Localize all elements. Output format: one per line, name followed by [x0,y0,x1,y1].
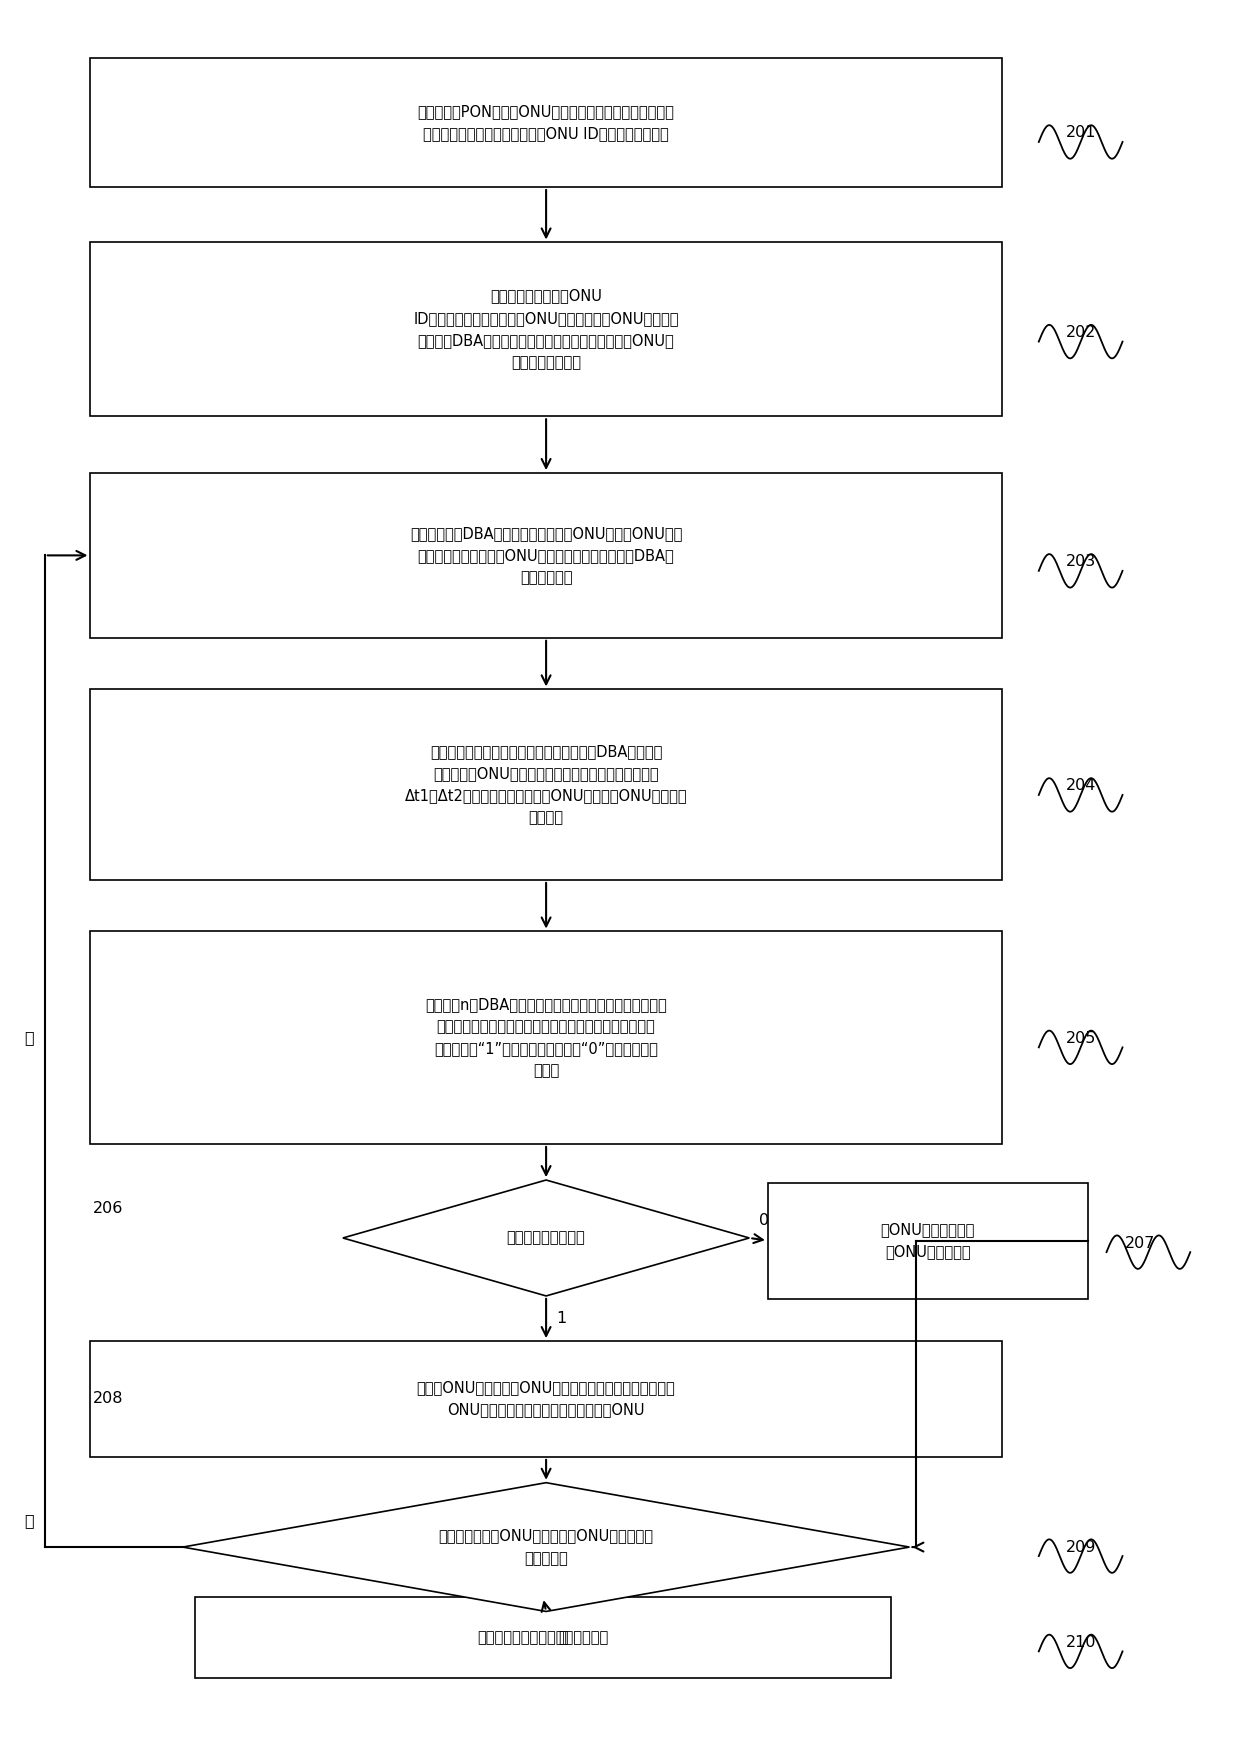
Text: 204: 204 [1066,779,1096,793]
Text: 207: 207 [1125,1235,1156,1251]
FancyBboxPatch shape [91,473,1002,638]
Text: 206: 206 [93,1200,123,1216]
Text: 208: 208 [93,1391,123,1406]
Text: 否: 否 [24,1031,33,1045]
Text: 查询判断有光标记位: 查询判断有光标记位 [507,1230,585,1246]
Polygon shape [182,1483,909,1611]
Text: 根据上报信息，根据ONU
ID确定一个或多个异常问题ONU组，异常问题ONU组包括多
个在上行DBA周期内被分配的上行时隙为连续状态的ONU，
开启发光漂移检测: 根据上报信息，根据ONU ID确定一个或多个异常问题ONU组，异常问题ONU组包… [413,288,678,370]
Text: 0: 0 [759,1212,769,1228]
Text: 周期性监测PON口下各ONU上行误帧的变化情况，当判断误
帧率超过设定的阈值门限，上报ONU ID及对应时间段信息: 周期性监测PON口下各ONU上行误帧的变化情况，当判断误 帧率超过设定的阈值门限… [418,105,675,142]
FancyBboxPatch shape [91,931,1002,1144]
FancyBboxPatch shape [768,1183,1087,1298]
Text: 1: 1 [556,1312,567,1326]
Text: 203: 203 [1066,554,1096,570]
Text: 209: 209 [1066,1539,1096,1555]
Text: 在后续下发的DBA授权中，将异常问题ONU组中的ONU的位
置依次调整到所有在线ONU的末尾，并告知更新后的DBA的
授权分配信息: 在后续下发的DBA授权中，将异常问题ONU组中的ONU的位 置依次调整到所有在线… [410,526,682,585]
FancyBboxPatch shape [195,1597,892,1679]
Text: 结束本组检测，按需启动下组检测: 结束本组检测，按需启动下组检测 [477,1630,609,1646]
Text: 该ONU无异常，恢复
该ONU的原始位置: 该ONU无异常，恢复 该ONU的原始位置 [880,1221,975,1260]
Text: 标记该ONU为发光漂移ONU，上报告警信息，同时关闭故障
ONU的上行发送光模块电源，隔离故障ONU: 标记该ONU为发光漂移ONU，上报告警信息，同时关闭故障 ONU的上行发送光模块… [417,1380,676,1417]
Text: 监测连续n个DBA周期，如果每个监测周期的任一上述特定
监测时间区段内出现超过设定阈值功率的光信号，则置位
有光标记为“1”，否则有光标记置位“0”，有光信号监: 监测连续n个DBA周期，如果每个监测周期的任一上述特定 监测时间区段内出现超过设… [425,998,667,1078]
FancyBboxPatch shape [91,243,1002,416]
Text: 202: 202 [1066,325,1096,341]
Text: 查询本异常问题ONU组中的其他ONU误帧率是否
回归正常？: 查询本异常问题ONU组中的其他ONU误帧率是否 回归正常？ [439,1529,653,1565]
Text: 否: 否 [24,1513,33,1529]
Text: 是: 是 [558,1630,568,1644]
FancyBboxPatch shape [91,58,1002,187]
Text: 201: 201 [1066,126,1096,140]
FancyBboxPatch shape [91,690,1002,880]
Text: 210: 210 [1066,1635,1096,1649]
Text: 启动有光信号监测，监测对象分别为上述新DBA周期分配
信息中末尾ONU授权时隙的前后各一特定监测时间区段
Δt1、Δt2，同时获取该异常问题ONU组中所有ONU: 启动有光信号监测，监测对象分别为上述新DBA周期分配 信息中末尾ONU授权时隙的… [404,744,687,825]
Text: 205: 205 [1066,1031,1096,1046]
FancyBboxPatch shape [91,1342,1002,1457]
Polygon shape [343,1179,749,1296]
